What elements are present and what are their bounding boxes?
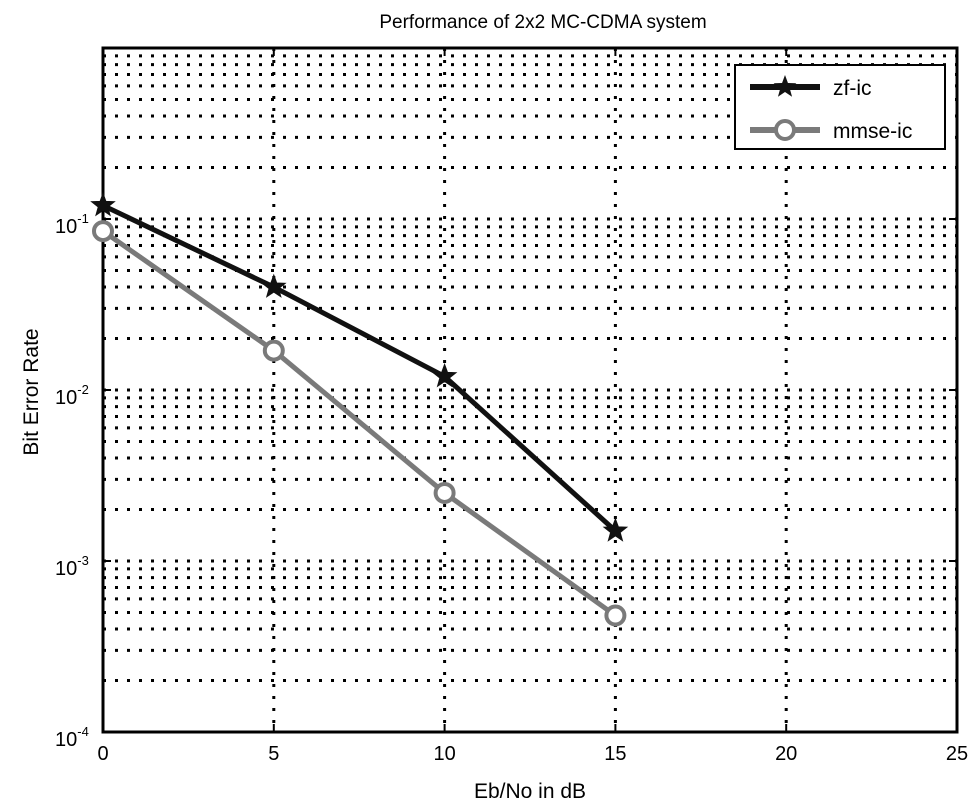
x-tick-label: 25 — [946, 743, 968, 765]
legend-marker-star — [773, 75, 797, 97]
y-tick-label: 10-3 — [55, 553, 89, 580]
y-axis-ticks: 10-1 10-2 10-3 10-4 — [55, 211, 957, 751]
data-point-zf-ic — [90, 192, 116, 217]
data-point-zf-ic — [261, 273, 287, 298]
legend-label-zf-ic: zf-ic — [833, 77, 872, 100]
y-axis-label: Bit Error Rate — [20, 328, 43, 455]
data-point-mmse-ic — [262, 339, 285, 362]
chart-title: Performance of 2x2 MC-CDMA system — [379, 12, 706, 33]
legend-marker-circle — [774, 119, 796, 141]
data-point-zf-ic — [602, 517, 629, 542]
legend: zf-ic mmse-ic — [734, 64, 946, 150]
legend-box — [734, 64, 946, 150]
series-layer — [90, 192, 629, 627]
data-point-mmse-ic — [604, 604, 627, 627]
plot-frame — [101, 46, 959, 734]
data-point-mmse-ic — [433, 481, 456, 504]
series-line-zf-ic — [101, 203, 618, 533]
data-point-mmse-ic — [92, 220, 114, 243]
x-axis-label: Eb/No in dB — [474, 780, 586, 803]
x-tick-label: 20 — [775, 743, 797, 765]
legend-label-mmse-ic: mmse-ic — [833, 120, 912, 143]
x-tick-label: 5 — [268, 743, 279, 765]
y-tick-label: 10-2 — [55, 382, 89, 409]
x-tick-label: 0 — [97, 743, 108, 765]
y-tick-label: 10-1 — [55, 211, 89, 238]
series-line-mmse-ic — [101, 229, 617, 618]
y-tick-label: 10-4 — [55, 724, 89, 751]
data-point-zf-ic — [431, 363, 458, 388]
x-tick-label: 15 — [604, 743, 626, 765]
x-tick-label: 10 — [433, 743, 455, 765]
